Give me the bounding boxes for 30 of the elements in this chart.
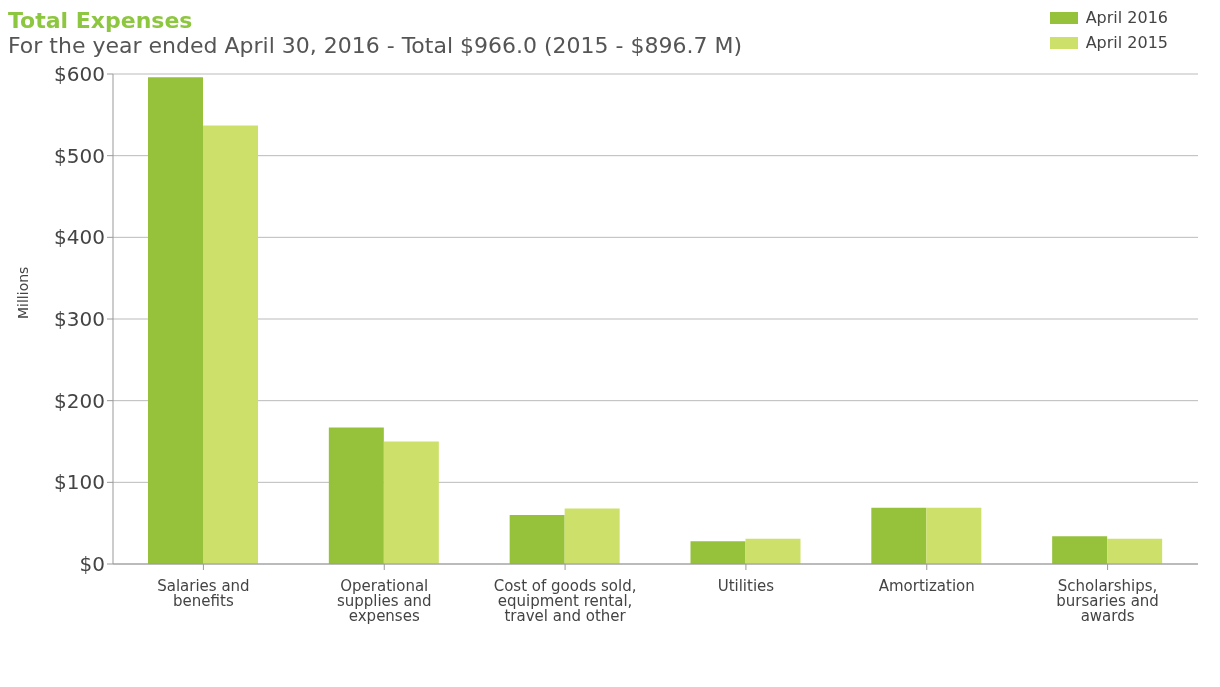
bar: [564, 508, 620, 564]
x-tick-label: Amortization: [878, 576, 975, 595]
bar: [328, 427, 384, 564]
bar: [203, 125, 258, 564]
bar: [871, 507, 927, 564]
bar: [1107, 538, 1163, 564]
y-axis-title: Millions: [14, 266, 31, 319]
x-tick-label: Operational supplies and expenses: [336, 576, 432, 625]
y-tick-label: $100: [54, 470, 105, 495]
legend-label: April 2016: [1085, 8, 1168, 27]
y-tick-label: $200: [54, 388, 105, 413]
y-tick-label: $600: [54, 62, 105, 87]
bar: [383, 441, 439, 564]
bar: [745, 538, 801, 564]
x-tick-label: Utilities: [717, 576, 775, 595]
x-tick-label: Scholarships, bursaries and awards: [1056, 576, 1159, 625]
legend-label: April 2015: [1085, 33, 1168, 52]
y-tick-label: $500: [54, 143, 105, 168]
bar: [690, 541, 746, 564]
bar: [148, 77, 203, 564]
bar: [509, 515, 565, 564]
bar: [926, 507, 982, 564]
x-tick-label: Cost of goods sold, equipment rental, travel and other: [493, 576, 637, 625]
chart-subtitle: For the year ended April 30, 2016 - Total $966.0 (2015 - $896.7 M): [8, 33, 743, 58]
chart-title: Total Expenses: [8, 8, 193, 33]
y-tick-label: $0: [79, 552, 105, 577]
bar: [1052, 536, 1108, 564]
y-tick-label: $300: [54, 307, 105, 332]
x-tick-label: Salaries and benefits: [157, 576, 250, 610]
y-tick-label: $400: [54, 225, 105, 250]
